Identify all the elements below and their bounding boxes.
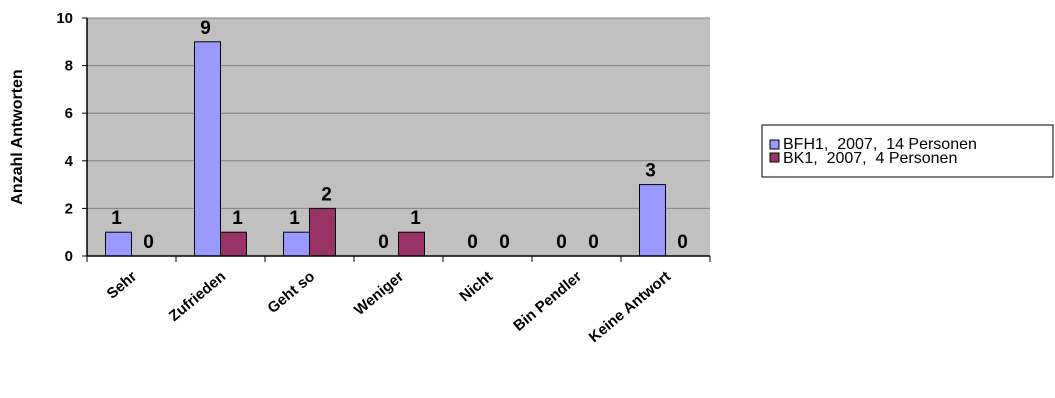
x-tick-label: Bin Pendler: [510, 268, 585, 335]
data-label: 0: [378, 232, 389, 253]
legend-box: [761, 124, 1054, 178]
legend-label-bfh1: BFH1, 2007, 14 Personen: [783, 136, 977, 153]
data-label: 0: [556, 232, 567, 253]
bar: [194, 41, 221, 257]
data-label: 0: [588, 232, 599, 253]
y-axis-title: Anzahl Antworten: [9, 69, 26, 204]
legend-swatch-bfh1: [769, 139, 780, 150]
data-label: 1: [111, 208, 122, 229]
data-label: 0: [499, 232, 510, 253]
legend-label-bk1: BK1, 2007, 4 Personen: [783, 150, 957, 167]
data-label: 1: [232, 208, 243, 229]
bar: [283, 231, 310, 257]
bar: [309, 207, 336, 257]
bar: [105, 231, 132, 257]
y-tick-label: 4: [65, 153, 74, 170]
data-label: 0: [143, 232, 154, 253]
data-label: 1: [410, 208, 421, 229]
x-tick-label: Geht so: [264, 268, 318, 317]
bar: [639, 184, 666, 257]
y-tick-label: 6: [65, 105, 73, 122]
x-tick-labels: Sehr Zufrieden Geht so Weniger Nicht Bin Pend…: [104, 268, 674, 346]
legend-swatch-bk1: [769, 152, 780, 163]
plot-area: [87, 18, 710, 256]
x-tick-label: Weniger: [351, 268, 407, 319]
x-tick-label: Sehr: [104, 268, 141, 303]
x-tick-label: Zufrieden: [166, 268, 229, 325]
data-label: 0: [467, 232, 478, 253]
y-tick-label: 10: [56, 10, 73, 27]
y-tick-label: 8: [65, 58, 73, 75]
data-label: 0: [677, 232, 688, 253]
bar: [220, 231, 247, 257]
y-tick-label: 2: [65, 200, 73, 217]
data-label: 2: [321, 184, 332, 205]
y-tick-labels: 0 2 4 6 8 10: [56, 10, 73, 265]
gridlines: [87, 17, 710, 209]
bar: [398, 231, 425, 257]
data-label: 9: [200, 18, 211, 39]
data-label: 1: [289, 208, 300, 229]
axes: [82, 17, 711, 262]
legend: BFH1, 2007, 14 Personen BK1, 2007, 4 Per…: [761, 124, 1054, 178]
y-tick-label: 0: [65, 248, 73, 265]
x-tick-label: Nicht: [456, 268, 496, 305]
bars: [105, 41, 666, 257]
x-tick-label: Keine Antwort: [586, 268, 674, 346]
data-label: 3: [645, 161, 656, 182]
